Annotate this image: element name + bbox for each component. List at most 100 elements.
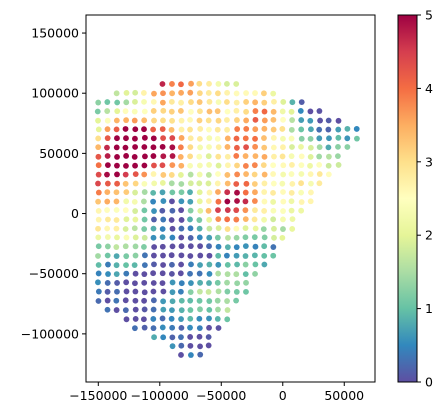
scatter-point [168,270,175,277]
scatter-point [104,126,111,133]
scatter-point [95,298,102,304]
scatter-point [123,216,130,223]
scatter-point [214,279,221,286]
scatter-point [169,135,176,141]
scatter-point [132,234,139,241]
scatter-point [114,288,120,295]
scatter-point [159,234,166,241]
scatter-point [159,162,166,169]
plot-frame [85,14,376,383]
scatter-point [289,99,296,106]
scatter-point [160,107,167,114]
scatter-point [271,225,277,232]
scatter-point [113,271,120,277]
scatter-point [178,297,185,304]
scatter-point [196,234,203,241]
scatter-point [335,162,342,168]
scatter-point [178,334,184,341]
scatter-point [188,80,194,87]
scatter-point [252,135,258,142]
scatter-point [206,324,212,331]
scatter-point [215,189,221,195]
scatter-point [196,80,203,87]
scatter-point [150,225,157,232]
scatter-point [261,261,268,268]
scatter-point [113,253,120,259]
x-tick-label: −100000 [131,388,189,403]
scatter-point [243,279,249,286]
scatter-point [160,262,166,268]
scatter-point [114,135,120,142]
scatter-point [123,153,130,159]
scatter-point [104,180,111,187]
scatter-point [151,180,158,187]
scatter-point [196,99,203,105]
scatter-point [187,324,193,331]
scatter-point [196,217,203,223]
scatter-point [325,117,332,124]
colorbar-tick-label: 1 [425,301,433,316]
scatter-point [215,325,222,331]
scatter-point [261,108,268,115]
scatter-point [344,135,351,142]
scatter-point [160,252,166,259]
colorbar-ticks: 0 1 2 3 4 5 [417,8,433,390]
y-tick-label: −50000 [29,266,79,281]
scatter-point [187,216,193,223]
scatter-point [141,271,148,278]
scatter-point [205,342,212,349]
scatter-point [234,189,240,196]
scatter-point [178,126,185,133]
scatter-point [233,234,240,241]
scatter-point [132,270,139,277]
scatter-point [261,216,267,223]
scatter-point [261,125,268,132]
scatter-point [224,316,231,323]
scatter-point [224,162,231,169]
scatter-point [242,198,249,205]
scatter-point [261,234,268,241]
scatter-point [169,90,176,97]
scatter-point [197,162,203,169]
scatter-point [206,252,213,259]
scatter-point [132,135,138,142]
scatter-point [215,207,221,213]
scatter-point [298,126,305,133]
scatter-point [205,153,212,160]
scatter-point [187,289,194,295]
scatter-point [196,180,203,187]
scatter-point [150,325,157,332]
scatter-point [178,189,185,196]
scatter-point [289,226,296,232]
scatter-point [215,153,222,160]
scatter-point [160,135,166,141]
scatter-point [132,325,138,332]
scatter-point [288,207,295,214]
scatter-point [252,243,259,250]
scatter-point [168,126,175,133]
scatter-point [280,189,286,195]
scatter-point [150,135,157,142]
scatter-point [169,243,176,250]
scatter-point [95,270,102,277]
scatter-point [307,171,314,178]
scatter-point [178,198,185,205]
scatter-point [105,261,111,268]
scatter-point [122,171,129,178]
scatter-point [169,234,176,241]
scatter-point [177,288,184,295]
scatter-point [169,225,176,232]
scatter-point [169,324,176,331]
scatter-point [215,99,222,105]
scatter-point [252,207,258,214]
scatter-point [178,217,185,223]
scatter-point [325,144,332,151]
scatter-point [187,334,194,340]
scatter-point [95,279,101,286]
scatter-point [214,297,221,304]
scatter-point [169,307,175,314]
scatter-point [316,144,323,151]
scatter-point [159,280,166,286]
scatter-point [132,280,138,287]
scatter-point [325,171,332,178]
